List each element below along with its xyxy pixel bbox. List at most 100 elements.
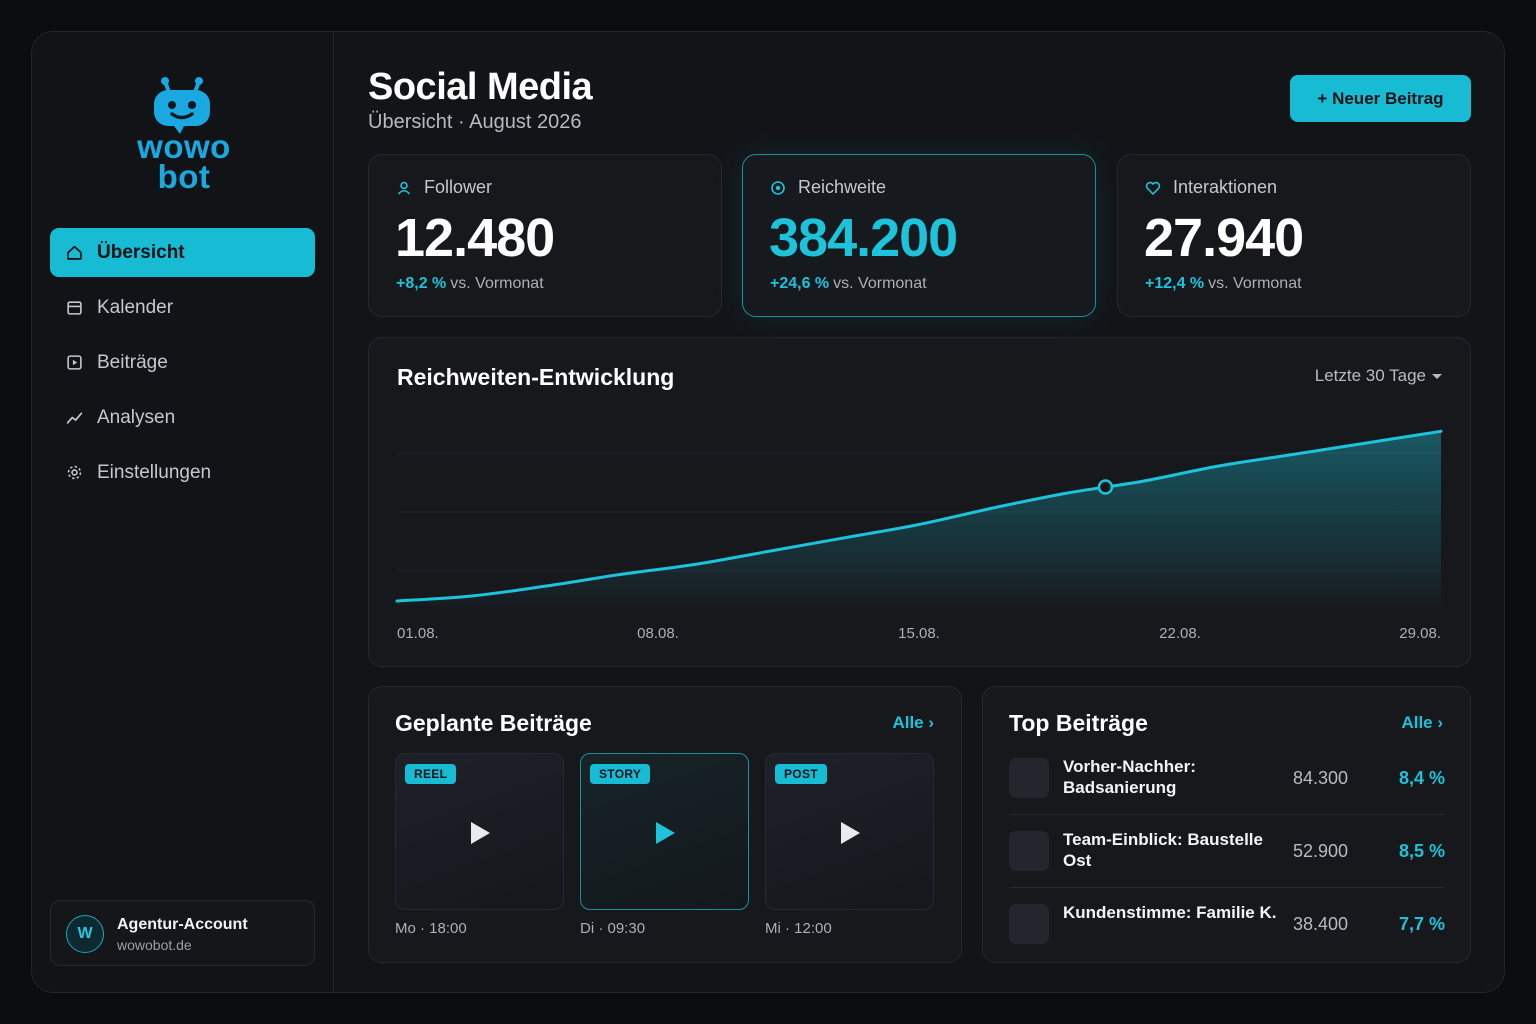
planned-post-time: Mo · 18:00 [395, 920, 467, 937]
chart-area [397, 431, 1441, 606]
sidebar-item-label: Analysen [97, 406, 176, 428]
planned-post-time: Mi · 12:00 [765, 920, 832, 937]
page-title: Social Media [368, 66, 593, 108]
chart-x-tick-label: 08.08. [637, 625, 679, 642]
planned-post-story[interactable]: STORY [580, 753, 749, 910]
planned-post-post[interactable]: POST [765, 753, 934, 910]
chart-title: Reichweiten-Entwicklung [397, 364, 675, 390]
stat-value: 384.200 [769, 208, 958, 268]
stat-card-reichweite[interactable]: Reichweite 384.200 +24,6 % vs. Vormonat [742, 154, 1096, 317]
sidebar-item-analysen[interactable]: Analysen [50, 393, 315, 442]
calendar-icon [66, 299, 83, 316]
stat-change: +24,6 % vs. Vormonat [770, 275, 927, 293]
avatar: W [66, 915, 104, 953]
top-posts-card: Top Beiträge Alle › Vorher-Nachher: Bads… [982, 686, 1471, 963]
stat-value: 12.480 [395, 208, 555, 268]
play-icon [841, 822, 860, 844]
planned-all-link[interactable]: Alle › [892, 713, 934, 732]
sidebar-item-uebersicht[interactable]: Übersicht [50, 228, 315, 277]
sidebar: wowo bot Übersicht Kalender Beiträge [32, 32, 334, 992]
home-icon [66, 244, 83, 261]
post-thumbnail [1009, 758, 1049, 798]
brand-name-line1: wowo [137, 128, 231, 165]
reach-chart-card: 01.08. 08.08. 15.08. 22.08. 29.08. Reichweit… [368, 337, 1471, 667]
stat-change: +8,2 % vs. Vormonat [396, 275, 544, 293]
reach-chart: 01.08. 08.08. 15.08. 22.08. 29.08. [395, 429, 1443, 642]
range-dropdown[interactable]: Letzte 30 Tage [1315, 366, 1442, 386]
brand-logo[interactable]: wowo bot [124, 74, 244, 194]
target-icon [770, 180, 786, 196]
post-thumbnail [1009, 904, 1049, 944]
post-thumbnail [1009, 831, 1049, 871]
stat-change: +12,4 % vs. Vormonat [1145, 275, 1302, 293]
chart-x-tick-label: 15.08. [898, 625, 940, 642]
stat-change-value: +8,2 % [396, 275, 447, 292]
stat-value: 27.940 [1144, 208, 1304, 268]
heart-icon [1145, 180, 1161, 196]
sidebar-nav: Übersicht Kalender Beiträge Analysen [50, 228, 315, 503]
account-name: Agentur-Account [117, 916, 248, 933]
planned-post-reel[interactable]: REEL [395, 753, 564, 910]
chevron-down-icon [1432, 373, 1442, 379]
post-type-badge: POST [775, 764, 827, 784]
brand-name-line2: bot [157, 158, 211, 195]
robot-logo-icon [154, 77, 210, 134]
play-square-icon [66, 354, 83, 371]
top-post-row[interactable]: Team-Einblick: Baustelle Ost 52.900 8,5 … [1009, 815, 1445, 888]
top-all-link[interactable]: Alle › [1401, 713, 1443, 732]
account-switcher[interactable]: W Agentur-Account wowobot.de [50, 900, 315, 966]
stat-label: Follower [396, 177, 492, 198]
stat-change-suffix: vs. Vormonat [450, 275, 544, 292]
chart-x-tick-label: 29.08. [1399, 625, 1441, 642]
post-title: Kundenstimme: Familie K. [1063, 903, 1277, 922]
stat-label-text: Interaktionen [1173, 177, 1278, 197]
chart-x-tick-label: 22.08. [1159, 625, 1201, 642]
chart-x-tick-label: 01.08. [397, 625, 439, 642]
stat-card-interaktionen[interactable]: Interaktionen 27.940 +12,4 % vs. Vormonat [1117, 154, 1471, 317]
app-window: wowo bot Übersicht Kalender Beiträge [31, 31, 1505, 993]
gear-icon [66, 464, 83, 481]
trend-line-icon [66, 409, 83, 426]
stat-change-value: +12,4 % [1145, 275, 1205, 292]
stat-change-suffix: vs. Vormonat [1208, 275, 1302, 292]
sidebar-item-label: Kalender [97, 296, 174, 318]
post-title: Team-Einblick: Baustelle Ost [1063, 830, 1263, 870]
top-posts-title: Top Beiträge [1009, 710, 1148, 736]
post-rate: 8,5 % [1398, 841, 1445, 861]
post-views: 52.900 [1293, 841, 1349, 861]
range-dropdown-label: Letzte 30 Tage [1314, 366, 1426, 385]
post-rate: 7,7 % [1398, 914, 1445, 934]
sidebar-item-label: Beiträge [97, 351, 168, 373]
page-subtitle: Übersicht · August 2026 [368, 111, 582, 133]
post-views: 84.300 [1293, 768, 1349, 788]
post-title: Vorher-Nachher: Badsanierung [1063, 757, 1196, 797]
play-icon [471, 822, 490, 844]
sidebar-item-einstellungen[interactable]: Einstellungen [50, 448, 315, 497]
top-post-row[interactable]: Kundenstimme: Familie K. 38.400 7,7 % [1009, 888, 1445, 961]
sidebar-item-label: Übersicht [97, 241, 185, 263]
new-post-button[interactable]: + Neuer Beitrag [1290, 75, 1471, 122]
stat-label: Reichweite [770, 177, 886, 198]
stat-card-follower[interactable]: Follower 12.480 +8,2 % vs. Vormonat [368, 154, 722, 317]
planned-post-time: Di · 09:30 [580, 920, 646, 937]
sidebar-item-kalender[interactable]: Kalender [50, 283, 315, 332]
planned-posts-card: Geplante Beiträge Alle › REEL Mo · 18:00… [368, 686, 962, 963]
chart-highlight-point [1097, 479, 1114, 495]
top-post-row[interactable]: Vorher-Nachher: Badsanierung 84.300 8,4 … [1009, 742, 1445, 815]
user-icon [396, 180, 412, 196]
stat-label-text: Follower [424, 177, 493, 197]
stat-label: Interaktionen [1145, 177, 1277, 198]
stat-label-text: Reichweite [798, 177, 887, 197]
play-icon [656, 822, 675, 844]
sidebar-item-beitraege[interactable]: Beiträge [50, 338, 315, 387]
stat-change-value: +24,6 % [770, 275, 830, 292]
chart-series-line [395, 429, 1443, 603]
post-rate: 8,4 % [1398, 768, 1445, 788]
sidebar-item-label: Einstellungen [97, 461, 212, 483]
planned-posts-title: Geplante Beiträge [395, 710, 592, 736]
account-domain: wowobot.de [117, 937, 192, 953]
post-type-badge: REEL [405, 764, 457, 784]
post-views: 38.400 [1293, 914, 1349, 934]
post-type-badge: STORY [590, 764, 651, 784]
stat-change-suffix: vs. Vormonat [833, 275, 927, 292]
